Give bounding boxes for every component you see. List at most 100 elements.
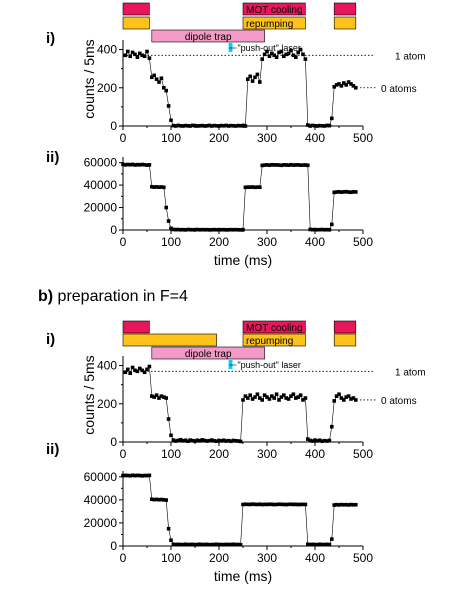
x-tick-label: 200 (209, 131, 229, 145)
panel-a: MOT cooling repumping dipole trap "push-out… (46, 2, 426, 268)
reference-label: 1 atom (395, 367, 426, 378)
data-point (164, 88, 168, 93)
section-b-text: preparation in F=4 (53, 288, 188, 305)
data-point (270, 51, 274, 56)
data-point (318, 542, 322, 547)
data-point (337, 190, 341, 194)
data-point (231, 227, 236, 232)
x-tick-label: 300 (257, 235, 277, 249)
data-point (253, 185, 257, 190)
data-point (186, 227, 190, 232)
data-point (241, 227, 245, 232)
data-point (296, 502, 300, 507)
data-point (181, 124, 185, 128)
data-line (125, 49, 356, 127)
data-point (296, 163, 300, 167)
data-point (140, 53, 144, 58)
data-point (265, 395, 269, 399)
data-point (310, 542, 315, 547)
data-point (308, 542, 312, 547)
y-tick-label: 400 (97, 359, 117, 373)
data-point (354, 85, 358, 90)
data-point (262, 393, 267, 397)
x-tick-label: 500 (353, 131, 373, 145)
data-point (298, 393, 303, 397)
y-tick-label: 0 (110, 539, 117, 553)
data-point (334, 502, 339, 507)
data-point (212, 439, 216, 443)
data-point (193, 227, 197, 232)
timing-bar (228, 43, 233, 52)
data-point (325, 227, 329, 232)
x-tick-label: 300 (257, 551, 277, 565)
x-tick-label: 0 (120, 235, 127, 249)
data-point (236, 542, 240, 547)
data-point (270, 162, 274, 167)
data-point (123, 53, 128, 58)
data-point (289, 162, 293, 167)
chart-b-1: i) 0 200 400 0 100 200 300 400 500 counts / 5ms 1 a… (46, 331, 426, 461)
data-point (147, 56, 152, 60)
data-point (128, 54, 132, 59)
panel-b: MOT cooling repumping dipole trap "push-out… (46, 320, 426, 584)
timing-label: "push-out" laser (237, 360, 300, 370)
data-point (133, 163, 137, 167)
data-point (327, 542, 332, 547)
data-point (306, 163, 310, 168)
data-point (246, 502, 250, 507)
data-point (176, 542, 180, 547)
data-point (272, 396, 276, 400)
data-point (123, 163, 128, 167)
data-line (122, 164, 356, 231)
timing-bar (333, 320, 357, 334)
x-tick-label: 100 (161, 235, 181, 249)
data-point (260, 502, 264, 507)
data-point (274, 392, 279, 397)
reference-label: 0 atoms (381, 396, 417, 407)
data-point (183, 228, 188, 232)
y-tick-label: 200 (97, 397, 117, 411)
data-point (306, 123, 310, 127)
data-point (351, 190, 356, 194)
data-point (142, 54, 147, 59)
data-point (181, 439, 185, 443)
data-point (210, 124, 214, 128)
reference-label: 0 atoms (381, 84, 417, 95)
data-point (138, 366, 142, 371)
data-point (169, 226, 173, 231)
data-point (229, 227, 233, 232)
data-point (130, 365, 135, 370)
timing-bar (242, 2, 306, 16)
data-point (212, 123, 216, 128)
data-point (222, 438, 226, 443)
data-point (277, 163, 281, 167)
y-tick-label: 40000 (84, 493, 118, 507)
data-point (320, 439, 324, 444)
data-point (344, 83, 348, 87)
data-point (236, 123, 240, 128)
timing-diagram: MOT cooling repumping dipole trap "push-out… (122, 320, 357, 370)
data-point (320, 124, 324, 128)
data-point (296, 395, 300, 399)
data-point (145, 367, 149, 372)
data-point (121, 162, 125, 167)
x-axis-label: time (ms) (214, 568, 272, 584)
data-point (159, 394, 164, 398)
data-point (325, 439, 329, 443)
data-point (126, 49, 130, 54)
data-point (162, 498, 166, 502)
data-point (277, 50, 281, 55)
reference-label: 1 atom (395, 51, 426, 62)
data-point (313, 438, 317, 442)
data-point (248, 185, 252, 190)
data-point (224, 542, 228, 547)
data-point (190, 542, 195, 547)
data-point (330, 222, 334, 227)
data-point (250, 502, 255, 506)
data-point (212, 227, 216, 232)
data-point (174, 124, 178, 128)
data-point (234, 439, 238, 443)
data-point (272, 53, 276, 58)
data-point (354, 502, 358, 507)
